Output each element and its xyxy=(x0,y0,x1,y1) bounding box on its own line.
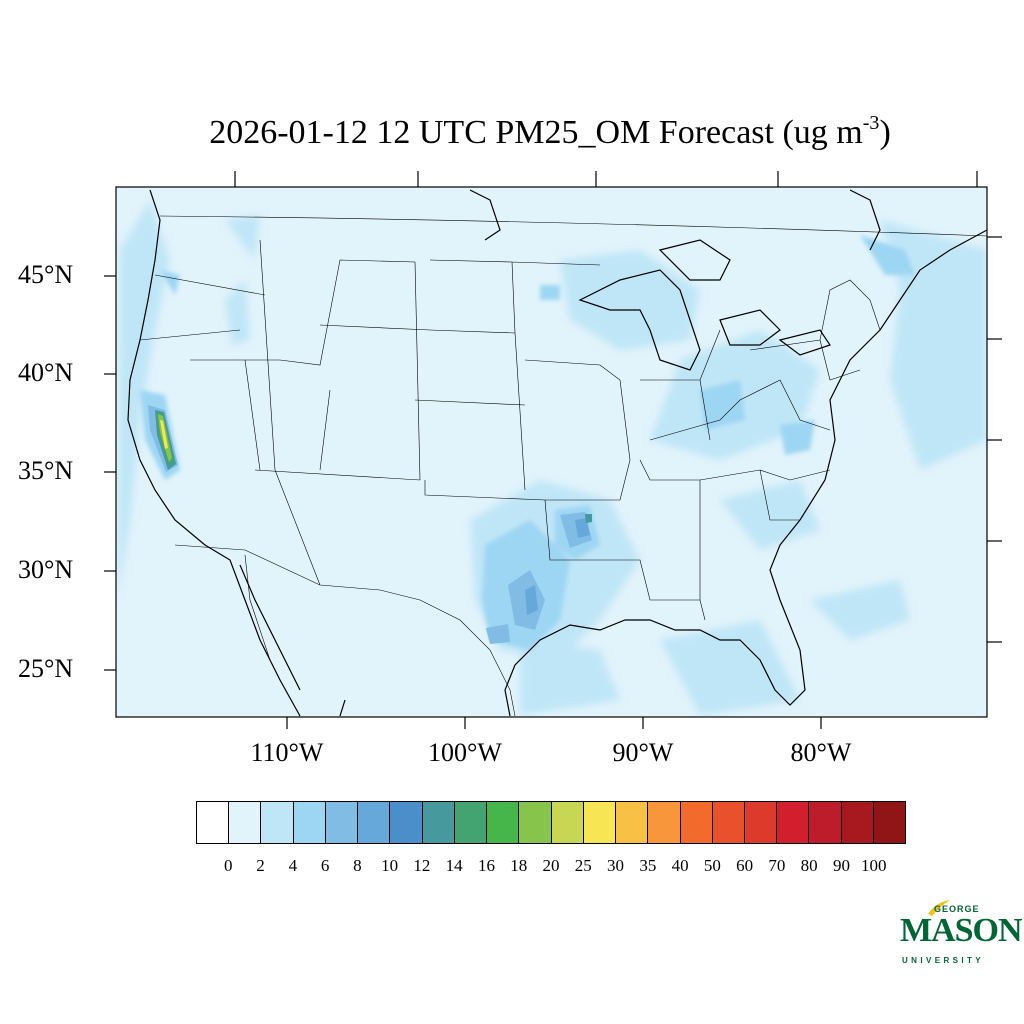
map-frame xyxy=(115,186,988,718)
colorbar-box xyxy=(261,802,294,843)
colorbar-tick-label: 0 xyxy=(224,856,233,875)
colorbar-box xyxy=(583,802,617,843)
plot-title: 2026-01-12 12 UTC PM25_OM Forecast (ug m… xyxy=(209,112,891,151)
lat-label-35n: 35°N xyxy=(18,456,74,485)
lat-label-45n: 45°N xyxy=(18,260,74,289)
colorbar-tick-label: 60 xyxy=(736,856,754,875)
logo-swoosh-icon xyxy=(928,900,950,916)
lat-label-25n: 25°N xyxy=(18,654,74,683)
colorbar-tick-label: 90 xyxy=(832,856,850,875)
colorbar-box xyxy=(712,802,745,843)
colorbar-tick-label: 10 xyxy=(381,856,399,875)
colorbar-tick-label: 50 xyxy=(703,856,721,875)
colorbar-tick-label: 35 xyxy=(639,856,657,875)
colorbar xyxy=(196,801,906,844)
lon-label-90w: 90°W xyxy=(612,738,674,767)
colorbar-box xyxy=(293,802,326,843)
lon-label-110w: 110°W xyxy=(250,738,324,767)
lat-label-40n: 40°N xyxy=(18,358,74,387)
gmu-logo: GEORGE MASON UNIVERSITY xyxy=(898,898,1023,968)
colorbar-box xyxy=(680,802,713,843)
colorbar-box xyxy=(325,802,359,843)
colorbar-box xyxy=(648,802,681,843)
concentration-level-25 xyxy=(160,420,168,449)
colorbar-box xyxy=(197,802,230,843)
colorbar-tick-label: 25 xyxy=(574,856,592,875)
colorbar-box xyxy=(358,802,391,843)
colorbar-box xyxy=(422,802,455,843)
colorbar-box xyxy=(487,802,520,843)
colorbar-box xyxy=(229,802,262,843)
colorbar-box xyxy=(454,802,488,843)
logo-george: GEORGE xyxy=(934,904,980,914)
colorbar-tick-label: 70 xyxy=(768,856,786,875)
colorbar-box xyxy=(777,802,810,843)
colorbar-box xyxy=(744,802,778,843)
lat-label-30n: 30°N xyxy=(18,555,74,584)
lon-label-100w: 100°W xyxy=(428,738,502,767)
lon-label-80w: 80°W xyxy=(790,738,852,767)
logo-university: UNIVERSITY xyxy=(902,956,985,965)
colorbar-tick-label: 40 xyxy=(671,856,689,875)
colorbar-tick-label: 14 xyxy=(445,856,463,875)
colorbar-tick-label: 16 xyxy=(477,856,495,875)
colorbar-tick-label: 30 xyxy=(607,856,625,875)
colorbar-tick-label: 8 xyxy=(353,856,362,875)
colorbar-tick-label: 4 xyxy=(288,856,298,875)
colorbar-tick-label: 100 xyxy=(860,856,887,875)
colorbar-tick-label: 2 xyxy=(256,856,265,875)
colorbar-box xyxy=(809,802,842,843)
colorbar-tick-label: 12 xyxy=(413,856,431,875)
colorbar-box xyxy=(519,802,552,843)
colorbar-tick-label: 20 xyxy=(542,856,560,875)
colorbar-tick-label: 6 xyxy=(320,856,330,875)
colorbar-tick-label: 18 xyxy=(510,856,528,875)
concentration-level-10 xyxy=(525,518,590,615)
colorbar-tick-label: 80 xyxy=(800,856,818,875)
colorbar-box xyxy=(616,802,649,843)
colorbar-box xyxy=(873,802,906,843)
colorbar-box xyxy=(390,802,423,843)
political-boundaries xyxy=(139,215,987,717)
coastlines xyxy=(127,189,987,717)
logo-mason: MASON xyxy=(900,912,1023,949)
axis-ticks xyxy=(104,171,1002,729)
colorbar-box xyxy=(551,802,584,843)
colorbar-box xyxy=(841,802,874,843)
